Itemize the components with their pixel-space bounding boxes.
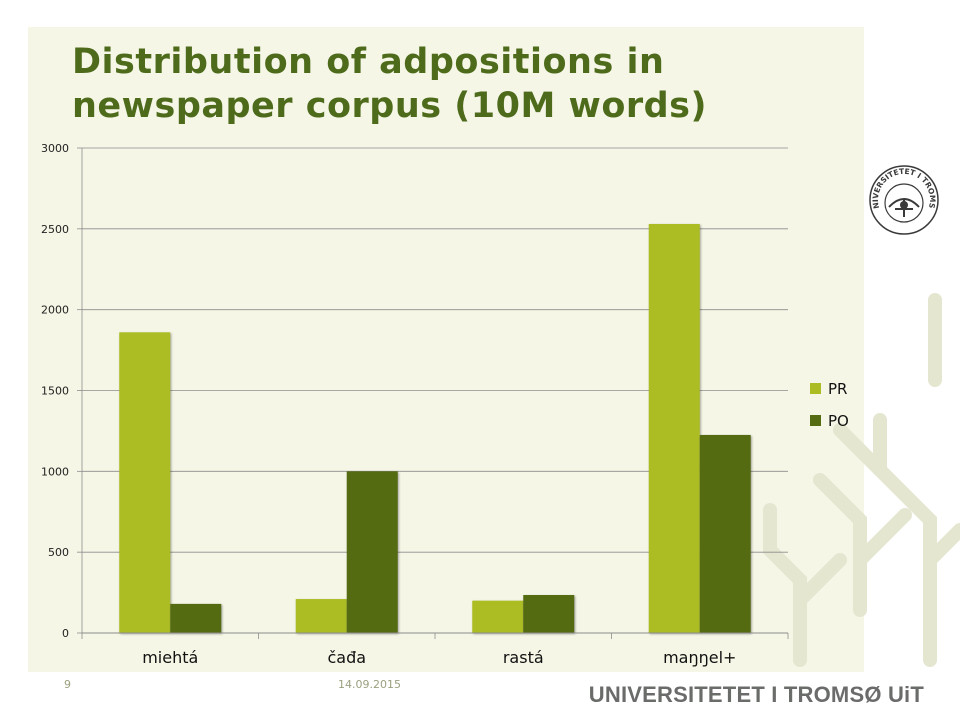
y-tick-label: 0 xyxy=(62,627,69,640)
university-seal-logo: UNIVERSITETET I TROMSØ xyxy=(867,163,939,235)
chart-bars xyxy=(119,223,751,633)
page-number: 9 xyxy=(64,678,71,691)
x-tick-label: maŋŋel+ xyxy=(663,648,736,667)
bar-po xyxy=(346,471,398,633)
legend-swatch-po xyxy=(810,415,821,426)
slide-title: Distribution of adpositions in newspaper… xyxy=(72,40,812,128)
title-line-2: newspaper corpus (10M words) xyxy=(72,86,708,126)
y-axis: 0 500 1000 1500 2000 2500 3000 xyxy=(41,142,83,640)
title-line-1: Distribution of adpositions in xyxy=(72,42,665,82)
y-tick-label: 1500 xyxy=(41,385,69,398)
y-tick-label: 2500 xyxy=(41,223,69,236)
legend-label-pr: PR xyxy=(828,380,847,398)
bar-pr xyxy=(295,599,347,633)
y-tick-label: 1000 xyxy=(41,465,69,478)
x-axis: miehtá čađa rastá maŋŋel+ xyxy=(81,632,789,667)
bar-po xyxy=(170,603,222,633)
bar-pr xyxy=(119,332,171,633)
chart-legend: PR PO xyxy=(810,380,849,430)
y-tick-label: 2000 xyxy=(41,304,69,317)
x-tick-label: čađa xyxy=(327,648,366,667)
bar-po xyxy=(523,595,575,633)
university-brand: UNIVERSITETET I TROMSØ UiT xyxy=(588,682,924,707)
x-tick-label: miehtá xyxy=(142,648,198,667)
legend-swatch-pr xyxy=(810,383,821,394)
y-tick-label: 3000 xyxy=(41,142,69,155)
bar-po xyxy=(699,434,751,633)
footer-date: 14.09.2015 xyxy=(338,678,401,691)
bar-pr xyxy=(648,223,700,633)
y-tick-label: 500 xyxy=(48,546,69,559)
x-tick-label: rastá xyxy=(503,648,544,667)
legend-label-po: PO xyxy=(828,412,849,430)
bar-pr xyxy=(472,600,524,633)
